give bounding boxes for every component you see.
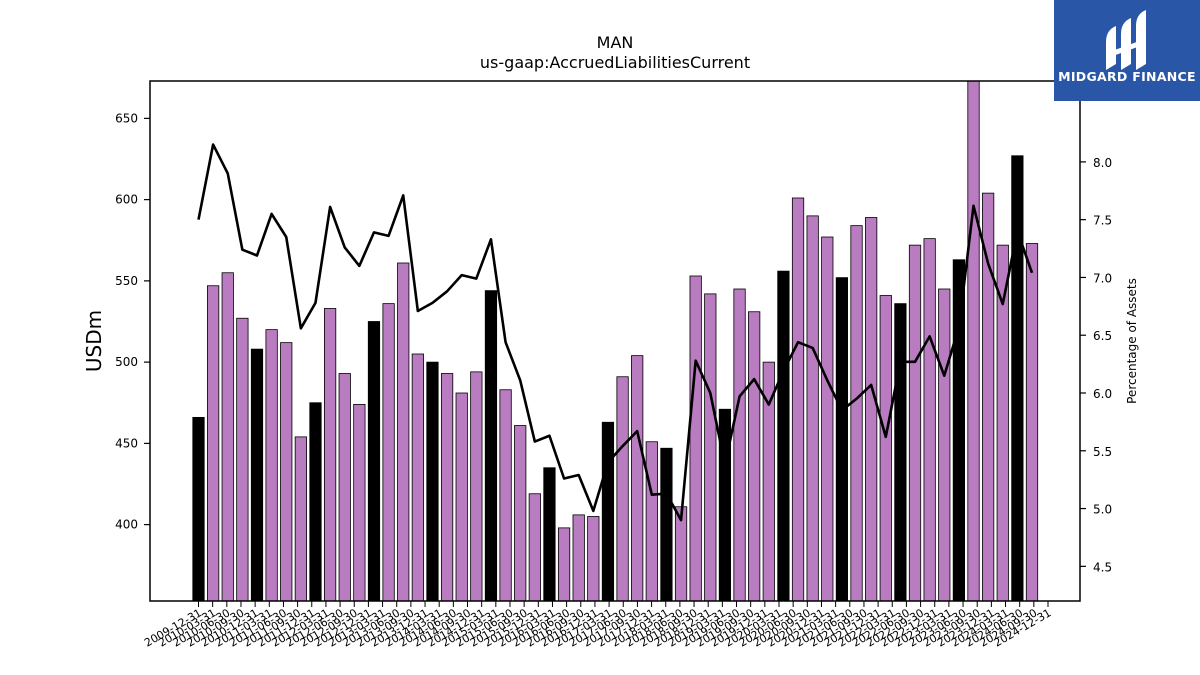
y2-tick-label: 6.0 <box>1093 387 1112 401</box>
y-tick-label: 600 <box>115 193 138 207</box>
bar <box>250 348 264 602</box>
bar-series <box>192 80 1039 602</box>
bar <box>323 308 337 602</box>
y-tick-label: 450 <box>115 436 138 450</box>
bar <box>338 373 351 602</box>
bar <box>484 290 498 602</box>
left-axis-ticks: 400 450 500 550 600 650 <box>115 111 150 532</box>
bar <box>967 80 980 602</box>
bar <box>982 192 995 602</box>
bar <box>397 262 410 602</box>
bar <box>645 441 658 602</box>
bar <box>733 288 746 602</box>
y2-tick-label: 7.5 <box>1093 214 1112 228</box>
bar <box>835 277 849 602</box>
bar <box>791 197 805 602</box>
bar <box>1011 155 1024 602</box>
bar <box>411 353 424 602</box>
bar <box>952 259 965 602</box>
bar <box>367 321 381 602</box>
bar <box>514 425 527 602</box>
logo-text: MIDGARD FINANCE <box>1058 69 1196 84</box>
y2-tick-label: 7.0 <box>1093 271 1112 285</box>
bar <box>470 371 483 602</box>
line-series <box>197 143 1034 522</box>
bar <box>543 467 556 602</box>
line-series-layer <box>197 143 1034 522</box>
bar <box>777 270 790 602</box>
right-axis-ticks: 4.5 5.0 5.5 6.0 6.5 7.0 7.5 8.0 <box>1080 156 1112 574</box>
y2-tick-label: 5.0 <box>1093 503 1112 517</box>
logo-mark-icon <box>1106 10 1146 70</box>
y2-axis-label: Percentage of Assets <box>1125 278 1139 404</box>
bar <box>572 514 585 602</box>
bar <box>309 402 322 602</box>
bar <box>207 285 220 602</box>
y2-tick-label: 6.5 <box>1093 329 1112 343</box>
bar <box>689 275 702 602</box>
y2-tick-label: 8.0 <box>1093 156 1112 170</box>
bar <box>455 392 468 602</box>
logo: MIDGARD FINANCE <box>1054 0 1200 101</box>
bar <box>821 236 834 602</box>
y-tick-label: 400 <box>115 518 138 532</box>
bar <box>528 493 541 602</box>
bar <box>660 447 673 602</box>
x-axis-ticks: 2009-12-312010-03-312010-06-302010-09-30… <box>142 601 1054 650</box>
bar <box>631 355 644 602</box>
bar <box>718 408 732 602</box>
bar <box>294 436 307 602</box>
bar <box>850 225 863 602</box>
bar <box>865 217 878 602</box>
y-tick-label: 550 <box>115 274 138 288</box>
y-tick-label: 650 <box>115 111 138 125</box>
y2-tick-label: 5.5 <box>1093 445 1112 459</box>
bar <box>192 416 205 602</box>
plot-frame <box>149 80 1081 602</box>
bar <box>908 244 922 602</box>
bar <box>426 361 439 602</box>
y2-tick-label: 4.5 <box>1093 560 1112 574</box>
bar <box>879 295 892 602</box>
chart-title: MAN <box>597 33 634 52</box>
bar <box>221 272 234 602</box>
y-tick-label: 500 <box>115 355 138 369</box>
bar <box>806 215 819 602</box>
bar <box>499 389 512 602</box>
bar <box>704 293 717 602</box>
bar <box>265 329 278 602</box>
bar <box>601 421 615 602</box>
y-axis-label: USDm <box>82 310 106 372</box>
bar <box>616 376 629 602</box>
bar <box>894 303 907 602</box>
chart-subtitle: us-gaap:AccruedLiabilitiesCurrent <box>480 53 750 72</box>
bar <box>353 403 366 602</box>
bar <box>557 527 571 602</box>
bar <box>938 288 951 602</box>
bar <box>587 516 600 602</box>
bar <box>236 317 249 602</box>
bar <box>440 373 454 602</box>
bar <box>1025 243 1039 602</box>
bar <box>748 311 761 602</box>
bar <box>382 303 395 602</box>
bar <box>923 238 936 602</box>
bar <box>280 342 293 602</box>
